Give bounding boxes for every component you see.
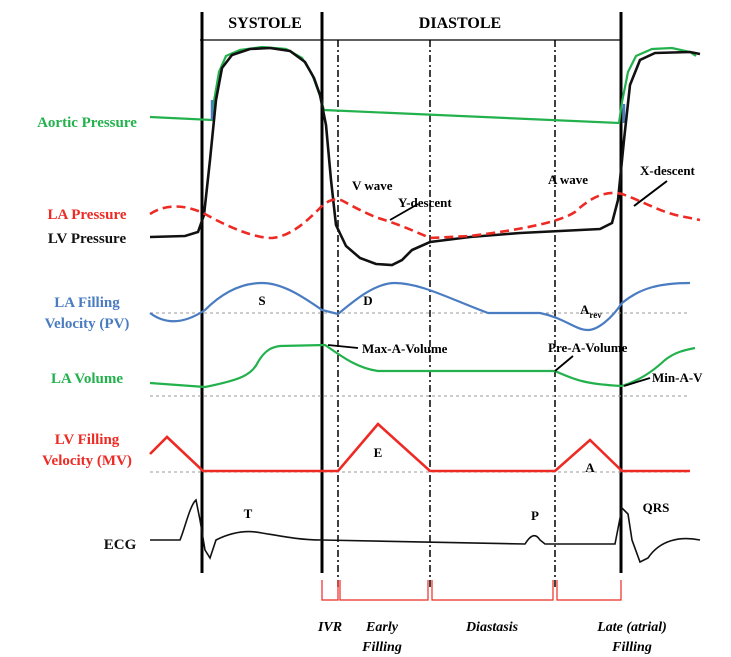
y-descent-pointer — [389, 203, 419, 221]
t-wave-label: T — [244, 506, 253, 521]
late-filling-bracket — [556, 580, 622, 601]
y-descent-label: Y-descent — [398, 195, 452, 210]
lv-pressure-curve — [149, 46, 701, 267]
late-filling-label-2: Filling — [611, 640, 652, 655]
e-wave-label: E — [374, 445, 383, 460]
lv-filling-label-2: Velocity (MV) — [42, 453, 132, 469]
max-a-volume-label: Max-A-Volume — [362, 341, 448, 356]
qrs-label: QRS — [643, 500, 670, 515]
pv-velocity-curve — [149, 281, 691, 332]
x-descent-pointer — [633, 180, 668, 207]
pre-a-volume-pointer — [554, 355, 574, 372]
p-wave-label: P — [531, 508, 539, 523]
aortic-pressure-curve — [149, 45, 697, 125]
diastole-header: DIASTOLE — [419, 15, 501, 32]
systole-header: SYSTOLE — [228, 15, 302, 32]
mv-velocity-curve — [149, 422, 690, 473]
v-wave-label: V wave — [352, 178, 393, 193]
pre-a-volume-label: Pre-A-Volume — [548, 340, 628, 355]
early-filling-label-2: Filling — [361, 640, 402, 655]
a-wave-label: A wave — [548, 172, 588, 187]
la-filling-label-1: LA Filling — [54, 295, 120, 311]
la-filling-label-2: Velocity (PV) — [45, 316, 130, 332]
early-filling-label-1: Early — [365, 620, 399, 635]
a-wave-mv-label: A — [585, 460, 595, 475]
ivr-bracket — [321, 580, 339, 601]
late-filling-label-1: Late (atrial) — [596, 620, 667, 635]
lv-filling-label-1: LV Filling — [55, 432, 120, 448]
ecg-label: ECG — [104, 537, 137, 553]
lv-pressure-label: LV Pressure — [48, 231, 127, 247]
la-volume-curve — [149, 343, 696, 389]
min-a-volume-label: Min-A-V — [652, 370, 703, 385]
la-pressure-curve — [149, 191, 701, 240]
aortic-pressure-label: Aortic Pressure — [37, 115, 137, 131]
max-a-volume-pointer — [327, 344, 359, 349]
s-wave-label: S — [258, 293, 265, 308]
la-pressure-label: LA Pressure — [47, 207, 126, 223]
a-rev-label: Arev — [580, 302, 602, 320]
d-wave-label: D — [363, 293, 372, 308]
la-volume-label: LA Volume — [51, 371, 123, 387]
diastasis-bracket — [431, 580, 554, 601]
diastasis-label: Diastasis — [465, 620, 519, 635]
ecg-trace — [150, 498, 701, 564]
min-a-volume-pointer — [623, 377, 651, 387]
early-filling-bracket — [339, 580, 429, 601]
x-descent-label: X-descent — [640, 163, 696, 178]
ivr-label: IVR — [317, 620, 342, 635]
